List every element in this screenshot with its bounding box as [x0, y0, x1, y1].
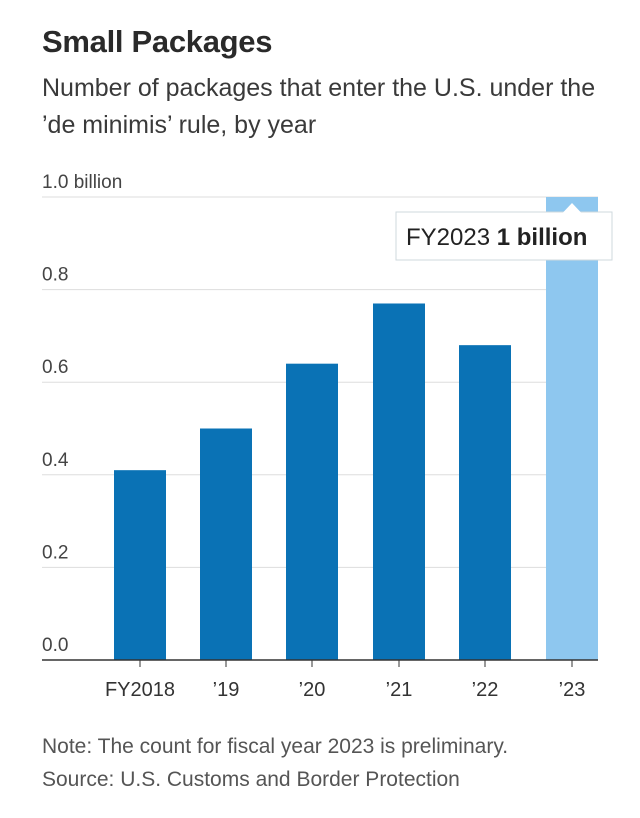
- note-text: Note: The count for fiscal year 2023 is …: [42, 735, 509, 758]
- bar-5: [546, 197, 598, 660]
- callout-text: FY2023 1 billion: [406, 224, 587, 251]
- bar-2: [286, 363, 338, 660]
- x-tick-label: ’23: [559, 679, 586, 701]
- x-tick-labels: FY2018 ’19 ’20 ’21 ’22 ’23: [105, 679, 585, 701]
- y-tick-label: 0.0: [42, 635, 68, 656]
- callout-label: FY2023: [406, 224, 497, 251]
- chart-note: Note: The count for fiscal year 2023 is …: [42, 730, 632, 796]
- chart-title: Small Packages: [42, 24, 273, 59]
- callout-box: [395, 211, 613, 261]
- x-tick-label: ’19: [213, 679, 240, 701]
- x-tick-label: FY2018: [105, 679, 175, 701]
- bar-0: [114, 470, 166, 660]
- bar-3: [373, 303, 425, 660]
- x-tick-label: ’20: [299, 679, 326, 701]
- y-tick-label: 1.0 billion: [42, 172, 122, 193]
- callout-annotation: FY2023 1 billion: [395, 203, 613, 261]
- x-tick-label: ’21: [386, 679, 413, 701]
- y-tick-label: 0.2: [42, 542, 68, 563]
- callout-pointer: [563, 203, 581, 213]
- y-tick-label: 0.4: [42, 450, 69, 471]
- bar-1: [200, 428, 252, 660]
- bars: [114, 197, 598, 660]
- chart-subtitle: Number of packages that enter the U.S. u…: [42, 74, 596, 139]
- x-tick-label: ’22: [472, 679, 499, 701]
- source-text: Source: U.S. Customs and Border Protecti…: [42, 768, 460, 791]
- y-tick-labels: 0.0 0.2 0.4 0.6 0.8 1.0 billion: [42, 172, 122, 656]
- y-tick-label: 0.6: [42, 357, 68, 378]
- bar-chart: 0.0 0.2 0.4 0.6 0.8 1.0 billion FY2018 ’19 ’20 ’…: [42, 172, 613, 701]
- y-tick-label: 0.8: [42, 265, 68, 286]
- bar-4: [459, 345, 511, 660]
- x-axis: [42, 659, 598, 667]
- callout-value: 1 billion: [497, 224, 588, 251]
